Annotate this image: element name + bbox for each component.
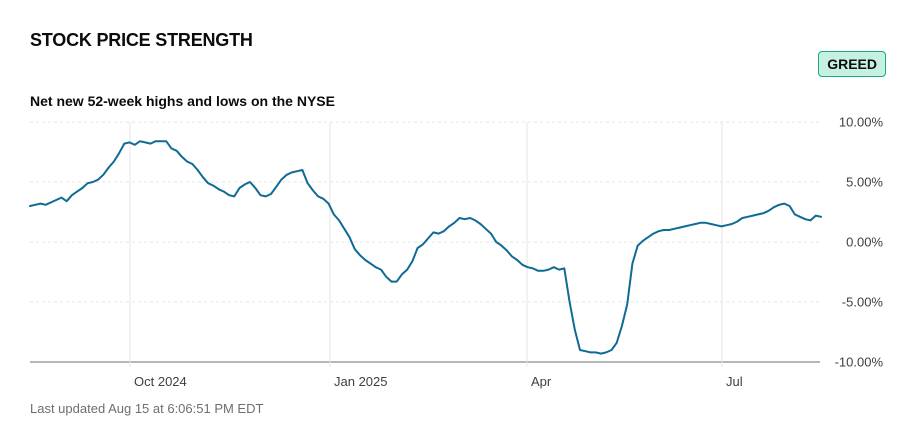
sentiment-badge: GREED [818, 51, 886, 77]
x-gridlines [129, 122, 723, 367]
y-tick-label: -5.00% [842, 295, 884, 310]
x-tick-label: Jan 2025 [334, 374, 388, 389]
y-tick-label: 5.00% [846, 175, 883, 190]
gridlines [30, 121, 820, 363]
chart-title: STOCK PRICE STRENGTH [30, 30, 253, 50]
y-tick-label: -10.00% [835, 355, 884, 370]
series-group [29, 140, 822, 355]
x-tick-label: Jul [726, 374, 743, 389]
y-axis-labels: 10.00% 5.00% 0.00% -5.00% -10.00% [835, 115, 884, 370]
y-tick-label: 10.00% [839, 115, 884, 130]
x-tick-label: Oct 2024 [134, 374, 187, 389]
x-tick-label: Apr [531, 374, 552, 389]
chart-subtitle: Net new 52-week highs and lows on the NY… [30, 93, 335, 109]
last-updated-text: Last updated Aug 15 at 6:06:51 PM EDT [30, 401, 264, 416]
x-axis-labels: Oct 2024 Jan 2025 Apr Jul [134, 374, 743, 389]
y-tick-label: 0.00% [846, 235, 883, 250]
series-line [29, 140, 822, 355]
